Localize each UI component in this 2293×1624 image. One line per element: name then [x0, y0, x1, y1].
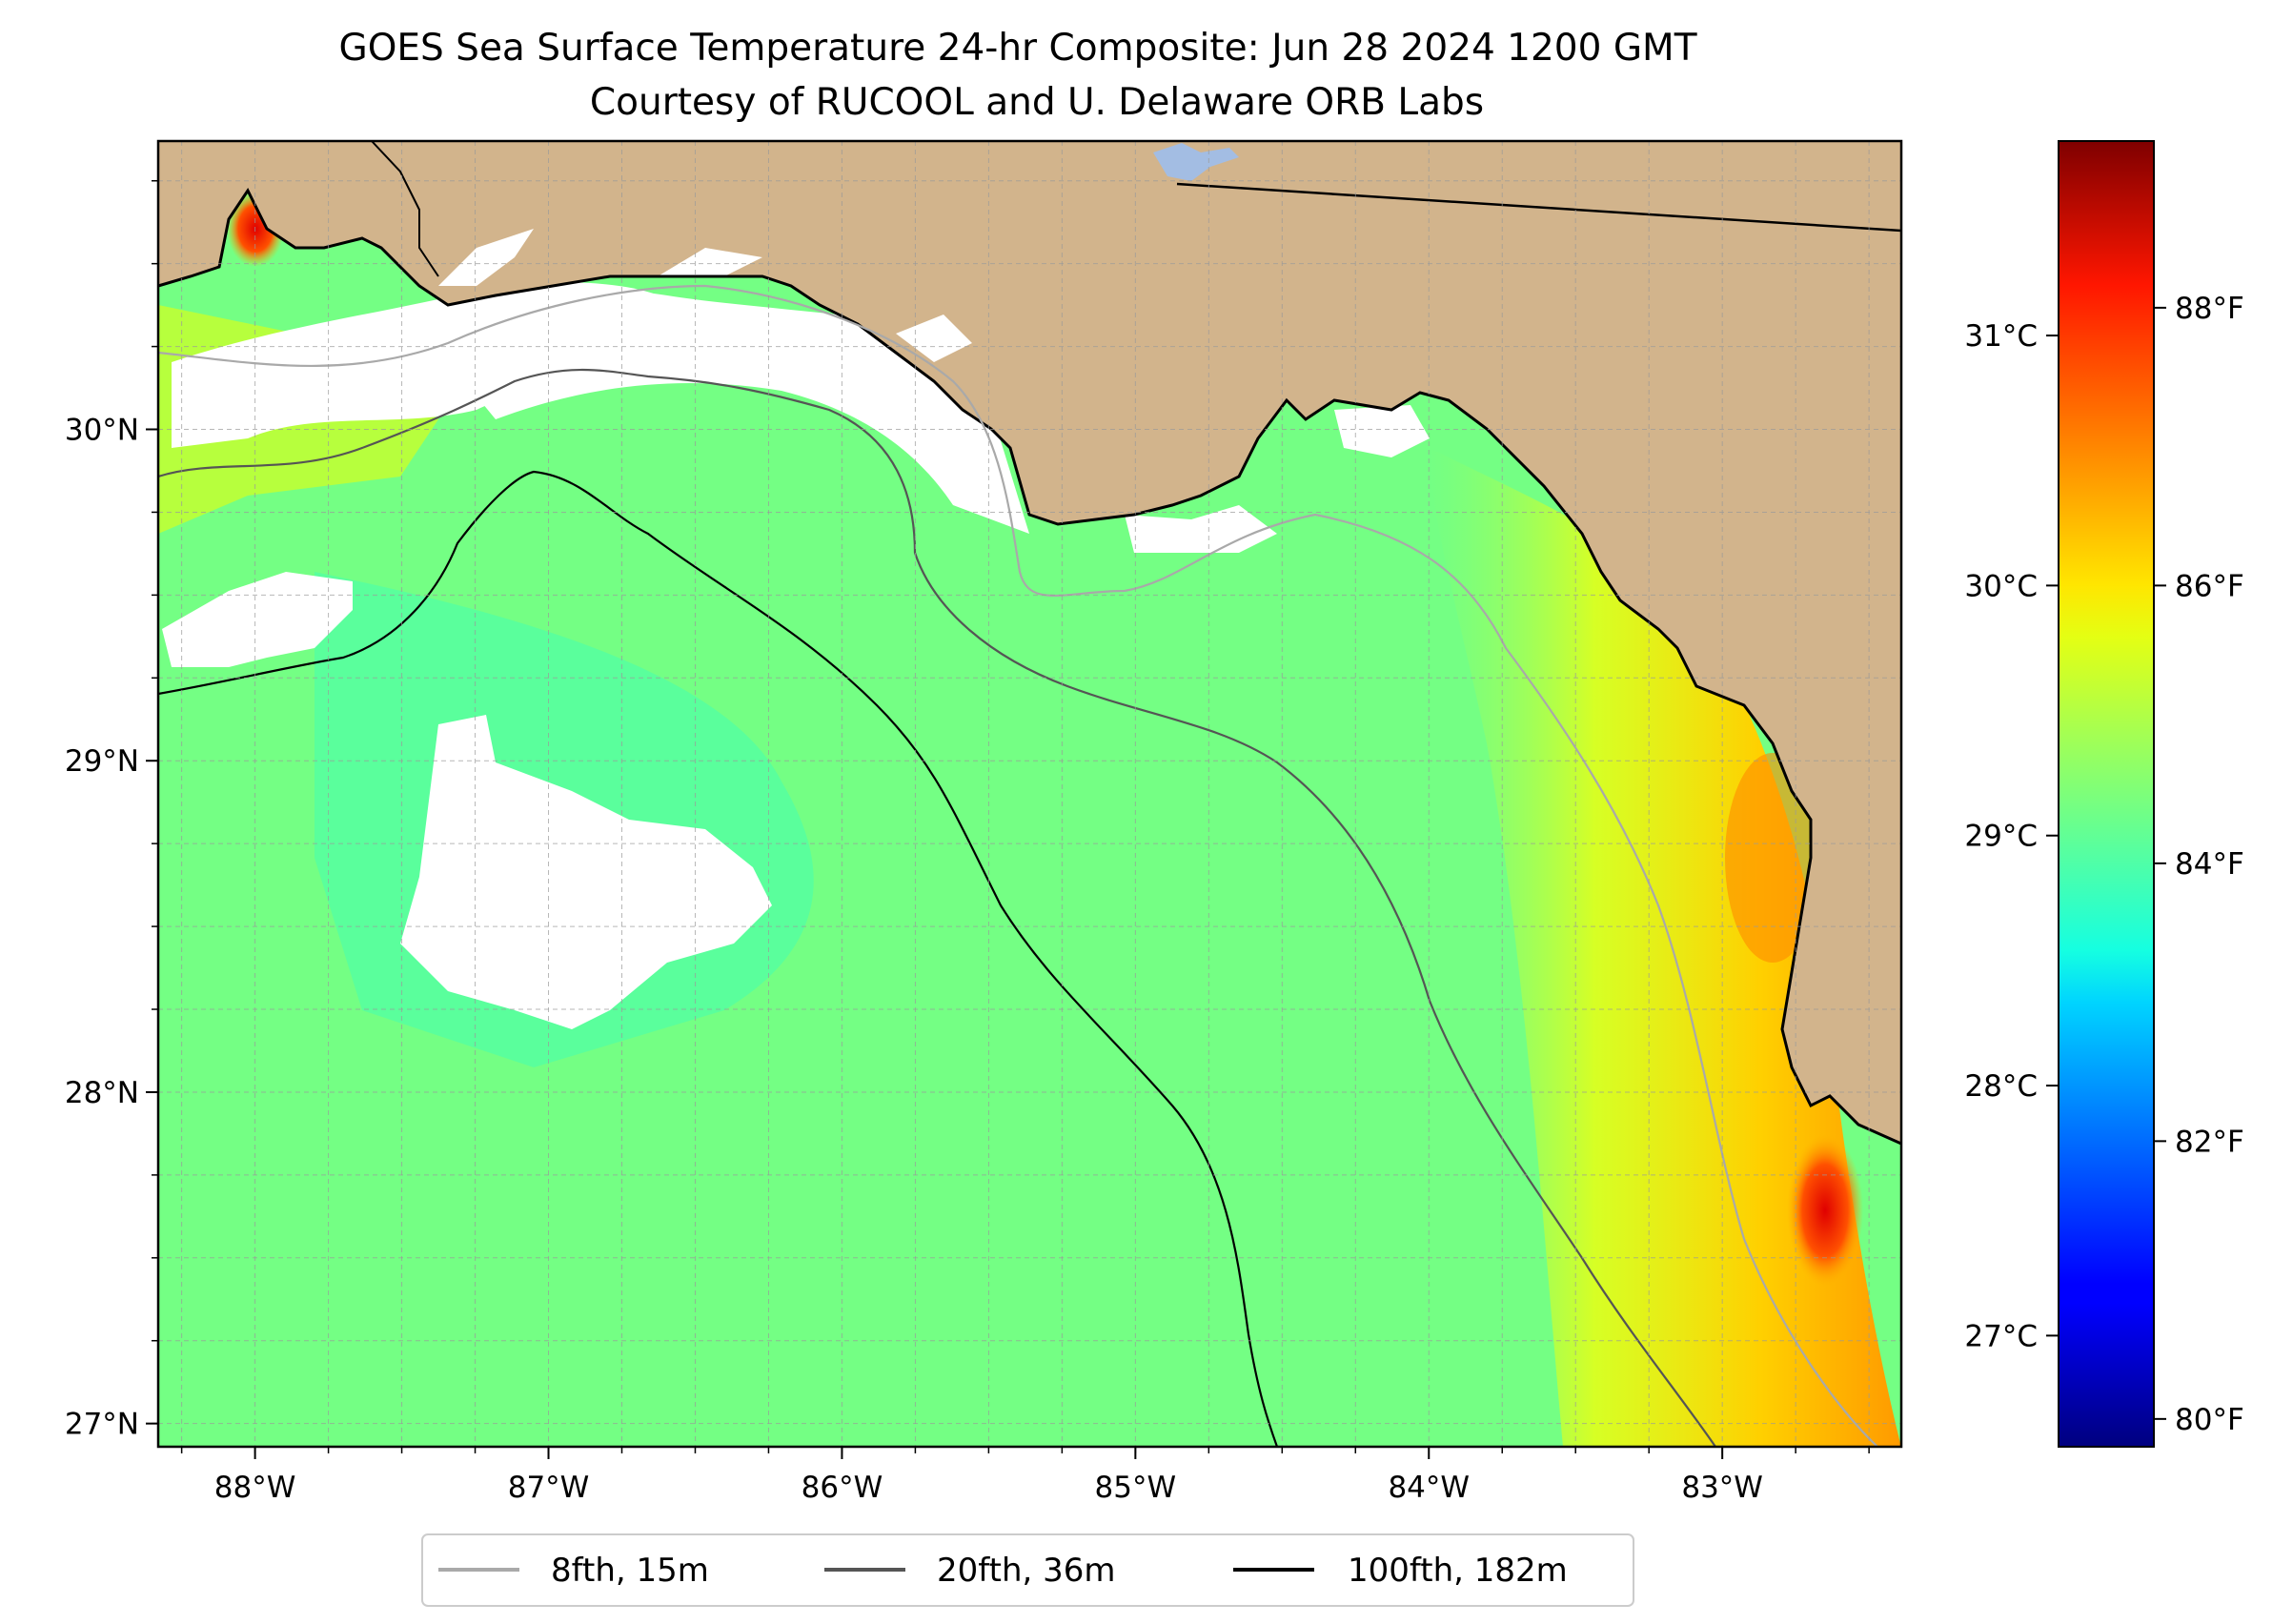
isobath-20fth-36m: [158, 368, 1716, 1447]
lon-tick-label: 84°W: [1388, 1471, 1470, 1505]
map-frame: [156, 139, 1903, 1449]
colorbar-f-tick-label: 88°F: [2175, 292, 2244, 326]
alabama-border: [371, 141, 439, 277]
map-panel: [158, 141, 1901, 1447]
state-border: [1176, 182, 1901, 233]
lat-tick-label: 29°N: [65, 744, 139, 779]
lat-tick-label: 27°N: [65, 1408, 139, 1442]
legend-label-20fth: 20fth, 36m: [937, 1552, 1116, 1590]
colorbar-c-tick-label: 27°C: [1964, 1319, 2038, 1353]
colorbar-gradient: [2058, 140, 2155, 1448]
lat-tick-label: 30°N: [65, 414, 139, 448]
temperature-colorbar: 80°F 82°F 84°F 86°F 88°F 27°C 28°C 29°C 30°C 31°…: [1964, 140, 2244, 1448]
colorbar-f-tick-label: 84°F: [2175, 847, 2244, 882]
warm-coastal-band: [1430, 448, 1901, 1447]
colorbar-c-tick-label: 28°C: [1964, 1069, 2038, 1104]
isobath-100fth-182m: [158, 470, 1279, 1447]
hot-spot-tampa-bay: [1787, 1134, 1863, 1287]
no-data-patch-panhandle: [410, 290, 1029, 534]
colorbar-f-tick-label: 82°F: [2175, 1125, 2244, 1159]
bay-shapes: [438, 229, 972, 362]
lon-tick-label: 85°W: [1095, 1471, 1177, 1505]
colorbar-f-tick-label: 80°F: [2175, 1403, 2244, 1437]
lake-seminole: [1153, 143, 1239, 181]
latitude-ticks: 27°N 28°N 29°N 30°N: [65, 414, 158, 1442]
land-mass: [158, 141, 1901, 1144]
hot-spot-big-bend: [1725, 753, 1820, 963]
colorbar-c-tick-label: 29°C: [1964, 820, 2038, 854]
lat-tick-label: 28°N: [65, 1076, 139, 1110]
lon-tick-label: 86°W: [802, 1471, 883, 1505]
lon-tick-label: 83°W: [1681, 1471, 1763, 1505]
legend-label-100fth: 100fth, 182m: [1348, 1552, 1568, 1590]
colorbar-c-tick-label: 30°C: [1964, 569, 2038, 603]
colorbar-fahrenheit-ticks: 80°F 82°F 84°F 86°F 88°F: [2154, 292, 2244, 1437]
colorbar-f-tick-label: 86°F: [2175, 569, 2244, 603]
map-title: GOES Sea Surface Temperature 24-hr Compo…: [338, 27, 1696, 70]
no-data-patch-offshore: [400, 715, 772, 1029]
colorbar-celsius-ticks: 27°C 28°C 29°C 30°C 31°C: [1964, 319, 2059, 1353]
isobath-legend: 8fth, 15m 20fth, 36m 100fth, 182m: [421, 1533, 1634, 1607]
lon-tick-label: 87°W: [508, 1471, 590, 1505]
map-subtitle: Courtesy of RUCOOL and U. Delaware ORB L…: [590, 81, 1484, 124]
no-data-patch-bigbend-coast: [1334, 405, 1430, 457]
isobath-8fth-15m: [158, 284, 1878, 1447]
legend-box: [421, 1533, 1634, 1607]
legend-label-8fth: 8fth, 15m: [551, 1552, 709, 1590]
coastline: [158, 188, 1901, 1146]
minor-ticks: [152, 179, 1870, 1453]
no-data-patch-apalachee: [1125, 505, 1277, 553]
colorbar-c-tick-label: 31°C: [1964, 319, 2038, 354]
no-data-patch-west: [162, 572, 353, 667]
gridlines: [158, 141, 1901, 1447]
lon-tick-label: 88°W: [214, 1471, 296, 1505]
longitude-ticks: 88°W 87°W 86°W 85°W 84°W 83°W: [214, 1447, 1763, 1505]
